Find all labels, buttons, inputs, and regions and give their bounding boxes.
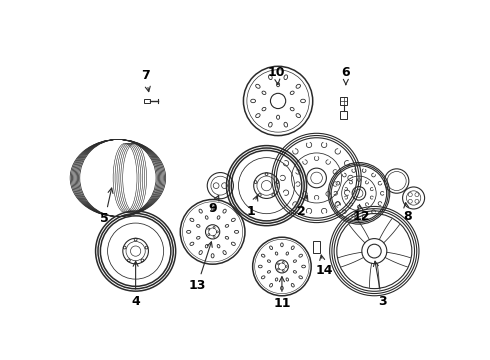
- Text: 10: 10: [268, 66, 285, 85]
- Bar: [340, 111, 347, 119]
- Text: 5: 5: [100, 188, 113, 225]
- Bar: [340, 97, 347, 105]
- Text: 7: 7: [141, 69, 150, 91]
- Text: 2: 2: [297, 195, 308, 217]
- Text: 3: 3: [373, 261, 386, 308]
- Text: 6: 6: [342, 66, 350, 85]
- Text: 13: 13: [189, 242, 212, 292]
- Text: 14: 14: [316, 255, 333, 277]
- Bar: [314, 241, 319, 253]
- Text: 9: 9: [208, 195, 219, 215]
- Text: 4: 4: [131, 261, 140, 308]
- Text: 11: 11: [273, 277, 291, 310]
- Text: 1: 1: [247, 195, 258, 217]
- Text: 12: 12: [352, 204, 370, 223]
- Text: 8: 8: [403, 203, 412, 223]
- Bar: [144, 99, 150, 103]
